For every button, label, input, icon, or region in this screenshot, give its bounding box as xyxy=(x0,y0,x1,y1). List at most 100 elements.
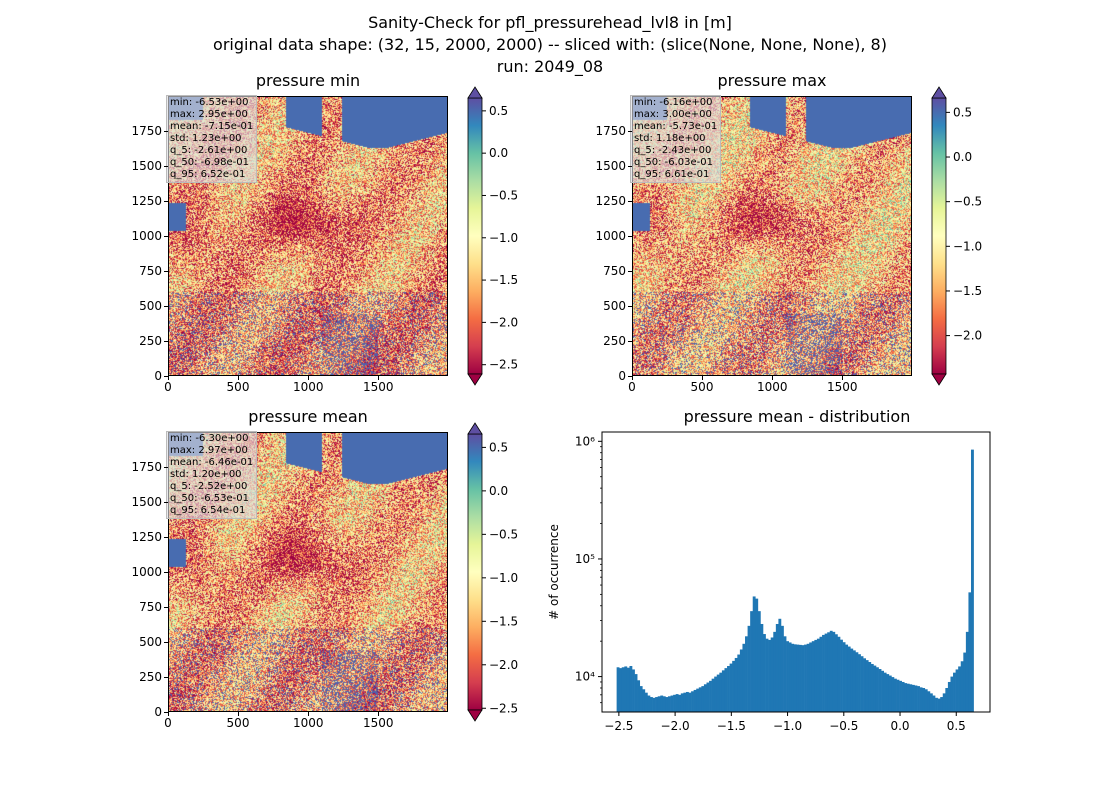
y-tick-mark xyxy=(164,166,168,167)
histogram-bar xyxy=(860,656,864,712)
colorbar-tick-label: 0.5 xyxy=(953,105,972,119)
histogram-bar xyxy=(760,623,764,712)
y-tick-label: 1500 xyxy=(595,159,626,173)
x-tick-label: 500 xyxy=(226,716,250,730)
x-tick-label: 1500 xyxy=(363,380,394,394)
y-tick-mark xyxy=(628,166,632,167)
histogram-bar xyxy=(865,660,869,712)
histogram-bar xyxy=(868,662,872,712)
y-tick-mark xyxy=(628,271,632,272)
colorbar-gradient xyxy=(467,433,483,711)
histogram-bar xyxy=(806,643,810,712)
panel-title-mean: pressure mean xyxy=(248,407,368,426)
histogram-bar xyxy=(899,680,902,712)
x-tick-mark xyxy=(842,376,843,380)
histogram-bar xyxy=(773,631,777,712)
histogram-bar xyxy=(752,596,756,712)
stats-box-mean: min: -6.30e+00 max: 2.97e+00 mean: -6.46… xyxy=(166,431,258,519)
stat-std: std: 1.23e+00 xyxy=(170,133,242,144)
stat-q5: q_5: -2.61e+00 xyxy=(170,145,248,156)
histogram-bar xyxy=(768,639,772,712)
histogram-bar xyxy=(683,692,687,712)
histogram-bar xyxy=(616,667,620,712)
x-tick-mark xyxy=(702,376,703,380)
histogram-bar xyxy=(804,644,807,712)
x-tick-label: 0 xyxy=(628,380,636,394)
histogram-bar xyxy=(732,660,736,712)
colorbar-tick-label: 0.0 xyxy=(489,146,508,160)
histogram-bar xyxy=(783,636,787,712)
histogram-bar xyxy=(858,654,861,712)
colorbar-tick-label: 0.5 xyxy=(489,104,508,118)
colorbar-extend-top xyxy=(931,86,947,99)
y-tick-label: 0 xyxy=(154,705,162,719)
x-tick-label: 1500 xyxy=(827,380,858,394)
y-tick-label: 500 xyxy=(139,635,162,649)
histogram-bar xyxy=(747,625,751,712)
histogram-bar xyxy=(711,678,715,712)
x-tick-label: 1500 xyxy=(363,716,394,730)
histogram-bar xyxy=(706,682,710,712)
y-tick-mark xyxy=(164,537,168,538)
colorbar-tick-label: −2.5 xyxy=(489,701,518,715)
y-tick-label: 250 xyxy=(139,334,162,348)
stat-min: min: -6.30e+00 xyxy=(170,433,249,444)
histogram-bar xyxy=(881,670,884,712)
histogram-bar xyxy=(739,649,743,712)
y-tick-label: 750 xyxy=(139,600,162,614)
histogram-bar xyxy=(960,661,964,712)
histogram-bar xyxy=(621,667,625,712)
histogram-bar xyxy=(742,643,746,712)
histogram-bar xyxy=(626,667,630,712)
y-tick-label: 0 xyxy=(154,369,162,383)
y-tick-mark xyxy=(628,236,632,237)
x-tick-label: 0 xyxy=(164,716,172,730)
histogram-bar xyxy=(852,650,856,712)
histogram-bar xyxy=(955,669,959,712)
histogram-bar xyxy=(662,696,666,712)
histogram-bar xyxy=(709,680,712,712)
histogram-bar xyxy=(670,695,674,712)
y-tick-mark xyxy=(164,236,168,237)
histogram-bar xyxy=(755,598,759,712)
colorbar-mean: 0.5 0.0 −0.5 −1.0 −1.5 −2.0 −2.5 xyxy=(467,422,518,722)
y-tick-label: 1750 xyxy=(131,124,162,138)
colorbar-tick-label: −1.5 xyxy=(953,284,982,298)
x-tick-mark xyxy=(168,376,169,380)
histogram-bar xyxy=(698,687,702,712)
colorbar-tick-label: −2.5 xyxy=(489,358,518,372)
histogram-bar xyxy=(729,663,733,712)
histogram-bar xyxy=(932,695,936,712)
histogram-bar xyxy=(650,697,653,712)
colorbar-tick-label: −0.5 xyxy=(953,195,982,209)
histogram-bar xyxy=(901,681,905,712)
histogram-bar xyxy=(935,697,938,712)
histogram-bar xyxy=(619,668,623,712)
y-tick-mark xyxy=(164,607,168,608)
histogram-bar xyxy=(834,634,838,712)
histogram-bar xyxy=(829,630,833,712)
x-tick-label: 500 xyxy=(690,380,714,394)
histogram-bar xyxy=(942,693,946,712)
histogram-bar xyxy=(896,679,900,712)
histogram-x-tick-label: 0.0 xyxy=(890,719,909,733)
histogram-bar xyxy=(922,687,926,712)
stat-q95: q_95: 6.54e-01 xyxy=(170,505,246,516)
y-tick-label: 0 xyxy=(618,369,626,383)
histogram-x-tick-label: −2.0 xyxy=(661,719,690,733)
histogram-bar xyxy=(893,678,897,712)
histogram-bar xyxy=(904,683,908,712)
histogram-bar xyxy=(647,695,651,712)
histogram-bar xyxy=(680,693,684,712)
colorbar-extend-top xyxy=(467,422,483,435)
colorbar-tick-label: −2.0 xyxy=(489,315,518,329)
stat-q50: q_50: -6.98e-01 xyxy=(170,157,249,168)
histogram-bar xyxy=(945,687,949,712)
x-tick-label: 500 xyxy=(226,380,250,394)
histogram-bar xyxy=(863,658,867,712)
histogram-bar xyxy=(940,697,944,712)
histogram-y-tick-label: 10⁶ xyxy=(575,434,595,448)
panel-title-max: pressure max xyxy=(717,71,827,90)
histogram-bar xyxy=(801,645,805,712)
histogram-bar xyxy=(757,611,761,712)
